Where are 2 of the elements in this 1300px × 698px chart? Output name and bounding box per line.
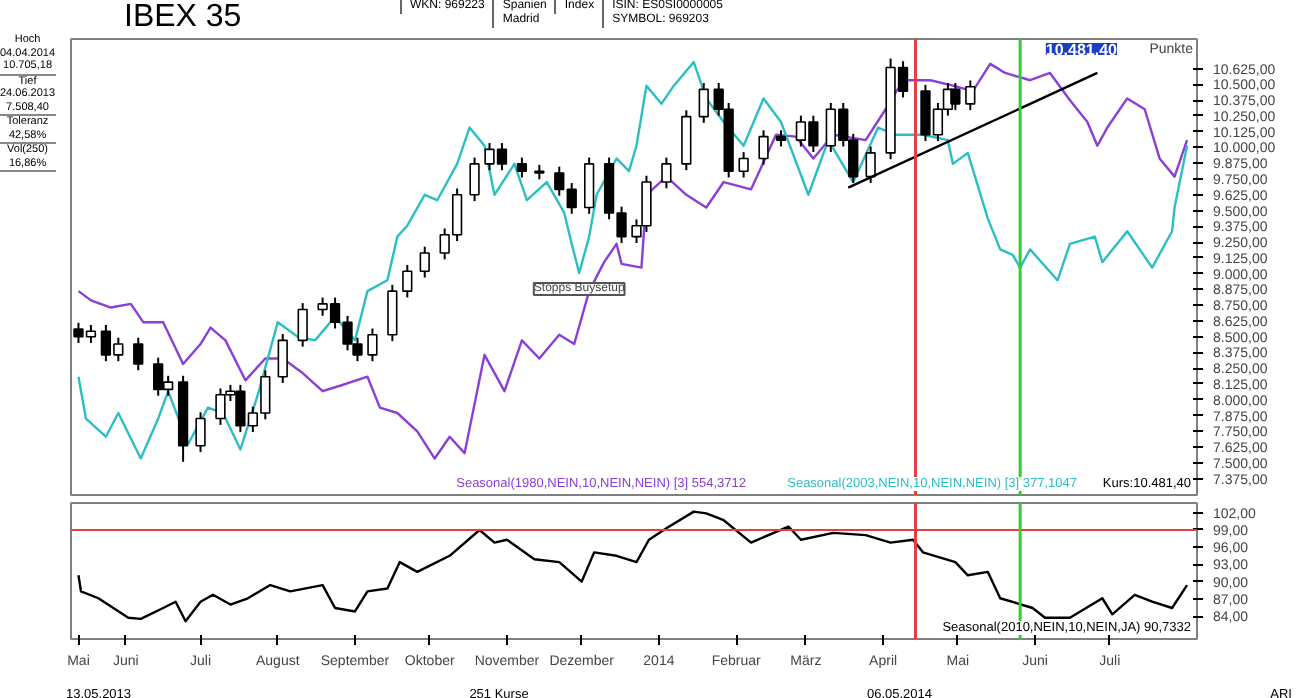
chart-title: IBEX 35	[122, 0, 244, 34]
annotation: 10.481,40	[1045, 41, 1119, 59]
